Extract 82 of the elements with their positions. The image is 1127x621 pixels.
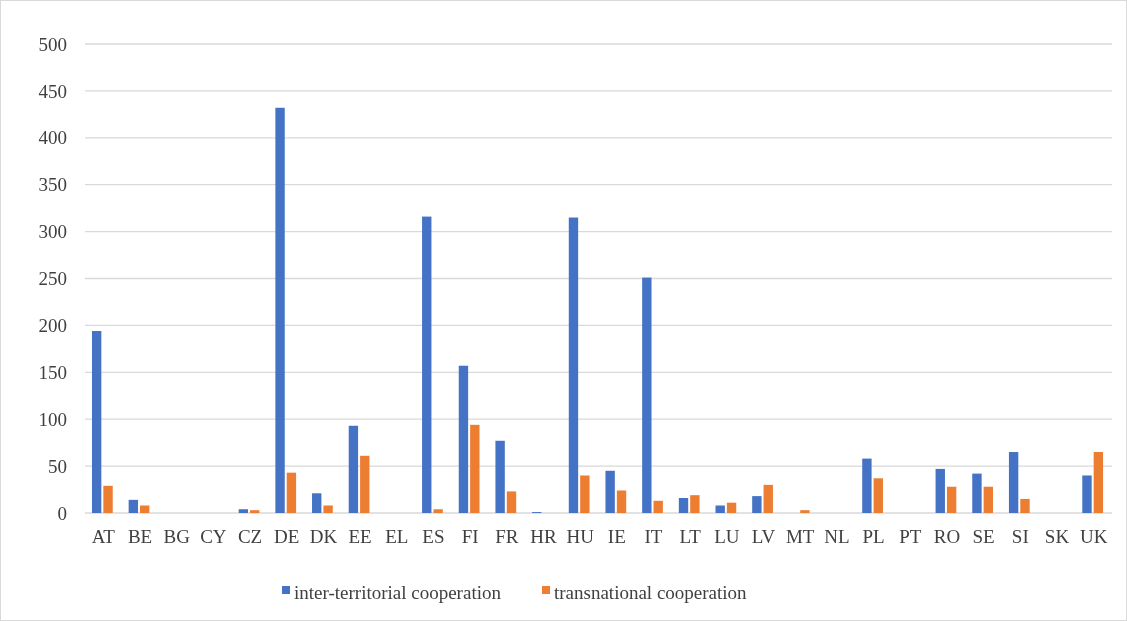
bar xyxy=(580,475,590,513)
x-tick-label: AT xyxy=(91,526,116,547)
x-tick-label: LT xyxy=(679,526,702,547)
bar xyxy=(763,484,773,513)
x-tick-label: RO xyxy=(933,526,961,547)
bar xyxy=(238,509,249,513)
bar xyxy=(470,424,480,513)
x-tick-label: BG xyxy=(163,526,191,547)
x-tick-label: LV xyxy=(751,526,776,547)
x-tick-label: PT xyxy=(899,526,922,547)
bar xyxy=(568,217,579,513)
y-tick-label: 50 xyxy=(48,455,67,477)
bar xyxy=(433,509,443,513)
bar xyxy=(1008,452,1019,513)
bar xyxy=(323,505,333,513)
x-tick-label: PL xyxy=(862,526,885,547)
bar xyxy=(752,496,762,513)
x-tick-label: HU xyxy=(566,526,595,547)
x-tick-label: CZ xyxy=(237,526,263,547)
bar xyxy=(983,486,993,513)
bar xyxy=(862,458,872,513)
bar xyxy=(678,497,689,513)
x-tick-label: SE xyxy=(972,526,995,547)
bar xyxy=(91,331,102,513)
bar xyxy=(616,490,627,513)
x-tick-label: DK xyxy=(309,526,338,547)
x-tick-label: SI xyxy=(1011,526,1029,547)
x-tick-label: SK xyxy=(1044,526,1070,547)
y-tick-label: 250 xyxy=(38,268,67,290)
bar xyxy=(458,365,469,513)
bar xyxy=(642,277,652,513)
bar xyxy=(1093,452,1104,513)
bar xyxy=(653,500,663,513)
x-tick-label: ES xyxy=(422,526,445,547)
bar xyxy=(103,485,113,513)
y-tick-label: 0 xyxy=(57,502,67,524)
bar xyxy=(312,493,322,513)
x-tick-label: FR xyxy=(495,526,519,547)
bar xyxy=(348,425,359,513)
x-tick-label: FI xyxy=(461,526,479,547)
bar xyxy=(873,478,883,513)
bar xyxy=(800,510,810,513)
x-tick-label: LU xyxy=(714,526,740,547)
legend-label: inter-territorial cooperation xyxy=(294,581,502,603)
x-tick-label: NL xyxy=(824,526,850,547)
x-tick-label: CY xyxy=(200,526,227,547)
x-tick-label: IT xyxy=(644,526,663,547)
legend-label: transnational cooperation xyxy=(554,581,748,603)
bar xyxy=(972,473,982,513)
bar xyxy=(935,468,945,513)
y-tick-label: 400 xyxy=(38,127,67,149)
bar xyxy=(726,502,737,513)
bar xyxy=(690,495,700,513)
bar xyxy=(605,470,615,513)
y-tick-label: 450 xyxy=(38,80,67,102)
bar xyxy=(506,491,517,513)
x-tick-label: HR xyxy=(530,526,557,547)
x-tick-label: DE xyxy=(274,526,300,547)
x-tick-label: EE xyxy=(348,526,372,547)
y-tick-label: 150 xyxy=(38,361,67,383)
y-tick-label: 350 xyxy=(38,174,67,196)
y-tick-label: 200 xyxy=(38,315,67,337)
x-tick-label: EL xyxy=(385,526,409,547)
y-tick-label: 300 xyxy=(38,221,67,243)
bar xyxy=(1020,498,1030,513)
bar xyxy=(275,107,285,513)
bar xyxy=(140,505,150,513)
bar xyxy=(250,510,260,513)
x-tick-label: MT xyxy=(785,526,815,547)
bar xyxy=(495,440,505,513)
y-tick-label: 500 xyxy=(38,33,67,55)
bar xyxy=(422,216,432,513)
x-tick-label: BE xyxy=(127,526,153,547)
bar xyxy=(360,455,370,513)
bar xyxy=(1082,475,1092,513)
y-tick-label: 100 xyxy=(38,408,67,430)
x-tick-label: UK xyxy=(1079,526,1108,547)
x-tick-label: IE xyxy=(607,526,626,547)
bar xyxy=(946,486,957,513)
bar xyxy=(286,472,297,513)
bar xyxy=(128,499,139,513)
bar xyxy=(715,505,725,513)
